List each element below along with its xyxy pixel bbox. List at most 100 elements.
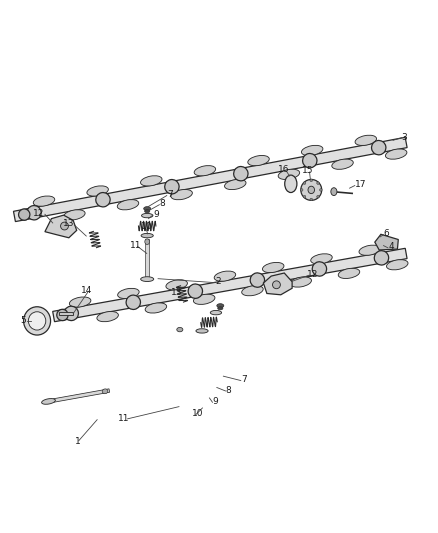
Ellipse shape [57,309,68,321]
Ellipse shape [177,327,183,332]
Ellipse shape [64,306,78,320]
Text: 12: 12 [33,209,44,218]
Ellipse shape [217,304,224,308]
Ellipse shape [301,146,323,156]
Ellipse shape [118,288,139,298]
Ellipse shape [117,200,139,210]
Ellipse shape [308,186,314,193]
Bar [145,239,149,277]
Bar [59,312,73,315]
Polygon shape [53,248,407,322]
Circle shape [320,189,322,191]
Circle shape [310,179,313,182]
Text: 2: 2 [215,277,221,286]
Ellipse shape [165,180,179,194]
Text: 12: 12 [307,270,318,279]
Ellipse shape [285,175,297,192]
Circle shape [303,196,306,198]
Text: 14: 14 [81,286,92,295]
Circle shape [301,180,322,200]
Ellipse shape [18,209,30,220]
Ellipse shape [33,196,55,206]
Ellipse shape [28,312,46,330]
Ellipse shape [290,277,311,287]
Polygon shape [263,273,292,295]
Text: 11: 11 [130,241,141,250]
Ellipse shape [218,307,223,310]
Circle shape [317,196,319,198]
Ellipse shape [166,280,187,290]
Ellipse shape [214,271,236,281]
Ellipse shape [210,310,222,315]
Text: 8: 8 [226,385,231,394]
Polygon shape [53,389,110,402]
Ellipse shape [311,254,332,264]
Circle shape [317,182,319,184]
Ellipse shape [141,233,153,238]
Ellipse shape [145,239,150,245]
Ellipse shape [141,213,153,218]
Ellipse shape [385,149,407,159]
Text: 11: 11 [118,414,130,423]
Ellipse shape [102,389,108,394]
Ellipse shape [386,260,408,270]
Ellipse shape [374,251,389,265]
Ellipse shape [262,262,284,272]
Ellipse shape [144,207,151,211]
Text: 7: 7 [167,190,173,199]
Text: 10: 10 [191,409,203,418]
Ellipse shape [303,154,317,168]
Text: 1: 1 [74,437,81,446]
Circle shape [303,182,306,184]
Circle shape [310,198,313,201]
Ellipse shape [188,284,202,298]
Ellipse shape [42,399,55,404]
Ellipse shape [338,268,360,278]
Ellipse shape [194,294,215,304]
Ellipse shape [145,303,166,313]
Ellipse shape [371,141,386,155]
Ellipse shape [171,190,192,200]
Ellipse shape [248,156,269,166]
Circle shape [272,281,280,289]
Ellipse shape [355,135,377,146]
Circle shape [60,222,68,230]
Ellipse shape [87,186,108,196]
Text: 4: 4 [388,243,394,252]
Ellipse shape [331,188,337,196]
Circle shape [300,189,303,191]
Ellipse shape [24,307,50,335]
Text: 15: 15 [302,166,314,175]
Ellipse shape [242,286,263,296]
Ellipse shape [194,166,215,176]
Ellipse shape [96,192,110,207]
Ellipse shape [141,277,154,281]
Ellipse shape [312,262,327,276]
Text: 3: 3 [401,133,407,142]
Ellipse shape [69,297,91,307]
Polygon shape [45,215,77,238]
Text: 13: 13 [170,288,182,297]
Ellipse shape [233,166,248,181]
Ellipse shape [126,295,141,310]
Text: 16: 16 [278,165,289,174]
Ellipse shape [250,273,265,287]
Ellipse shape [332,159,353,169]
Ellipse shape [97,311,118,322]
Text: 6: 6 [384,229,389,238]
Text: 10: 10 [141,222,153,231]
Text: 5: 5 [20,317,26,326]
Text: 13: 13 [63,220,74,228]
Ellipse shape [225,180,246,190]
Text: 17: 17 [355,180,366,189]
Text: 9: 9 [153,210,159,219]
Ellipse shape [196,329,208,333]
Ellipse shape [145,209,150,213]
Ellipse shape [64,210,85,220]
Polygon shape [14,138,407,222]
Ellipse shape [141,176,162,186]
Ellipse shape [27,206,41,220]
Polygon shape [375,235,398,250]
Ellipse shape [278,169,300,180]
Text: 7: 7 [241,375,247,384]
